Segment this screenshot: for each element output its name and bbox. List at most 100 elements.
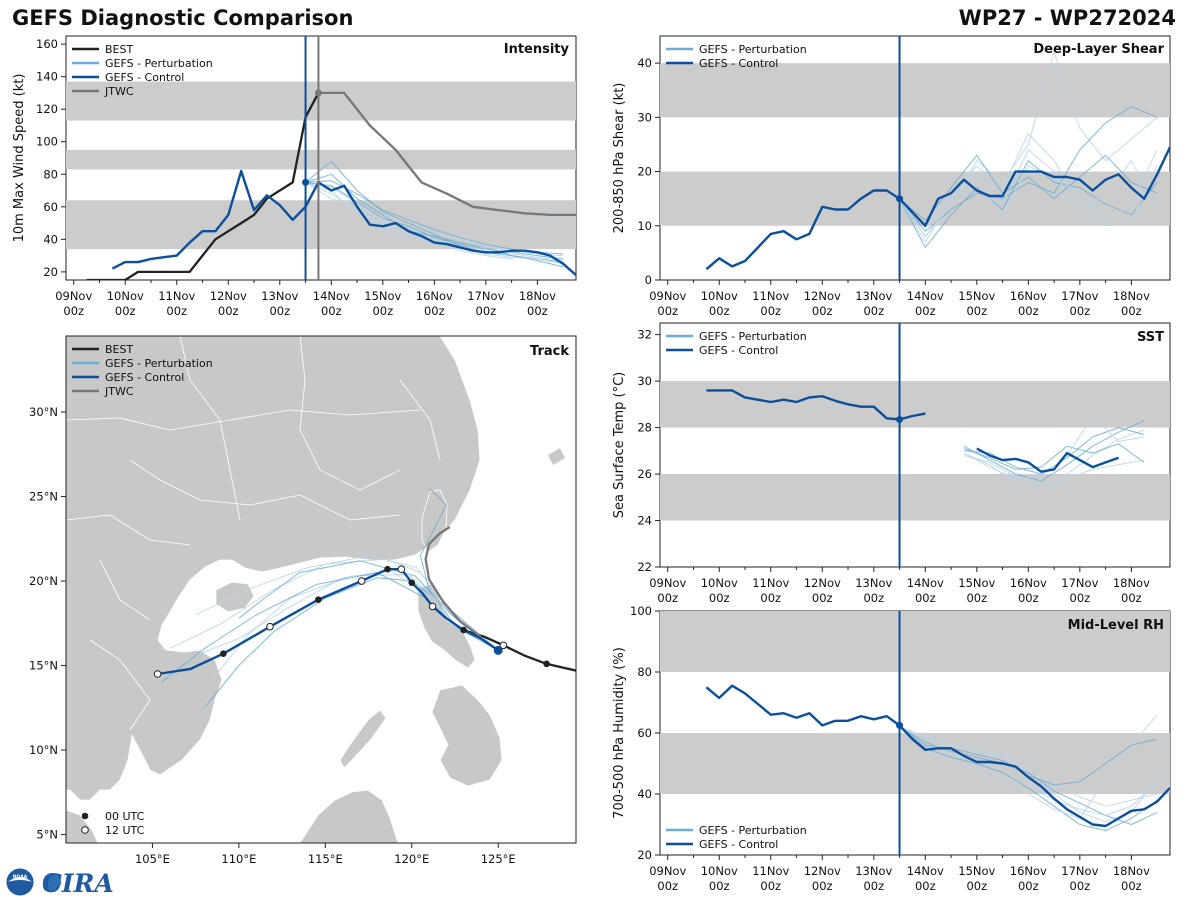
rh-xtick-label: 17Nov xyxy=(1061,864,1098,878)
track-marker-12utc xyxy=(357,577,366,585)
track-legend-label: 00 UTC xyxy=(105,810,145,823)
track-marker-00utc xyxy=(408,579,416,587)
track-current-position xyxy=(493,645,503,655)
intensity-xtick-label: 10Nov xyxy=(107,289,144,303)
chart-marks: 09Nov00z10Nov00z11Nov00z12Nov00z13Nov00z… xyxy=(29,36,1170,893)
land-taiwan xyxy=(421,489,448,553)
shear-xtick-label: 00z xyxy=(812,304,833,318)
rh-plot-area xyxy=(660,611,1170,855)
rh-xtick-label: 00z xyxy=(1070,879,1091,893)
rh-xtick-label: 14Nov xyxy=(907,864,944,878)
rh-xtick-label: 00z xyxy=(1018,879,1039,893)
intensity-control-initial-point xyxy=(302,178,310,186)
shear-ytick-label: 30 xyxy=(637,110,652,124)
sst-xtick-label: 00z xyxy=(966,591,987,605)
rh-xtick-label: 00z xyxy=(1121,879,1142,893)
sst-plot-area xyxy=(660,323,1170,567)
cira-logo: NOAA CIRA xyxy=(5,867,114,898)
track-ytick-label: 20°N xyxy=(29,574,58,588)
shear-xtick-label: 15Nov xyxy=(958,289,995,303)
intensity-jtwc-initial-point xyxy=(314,89,322,97)
shear-xtick-label: 00z xyxy=(966,304,987,318)
sst-ytick-label: 30 xyxy=(637,374,652,388)
intensity-shade-band xyxy=(66,81,576,121)
land-visayas-mindanao xyxy=(431,684,503,787)
sst-xtick-label: 16Nov xyxy=(1010,576,1047,590)
rh-xtick-label: 00z xyxy=(966,879,987,893)
shear-series-gefs-perturbation xyxy=(899,160,1158,248)
sst-ytick-label: 26 xyxy=(637,467,652,481)
track-marker-00utc xyxy=(543,660,550,668)
rh-legend-label: GEFS - Control xyxy=(699,838,778,851)
sst-ytick-label: 22 xyxy=(637,560,652,574)
rh-xtick-label: 00z xyxy=(863,879,884,893)
shear-xtick-label: 00z xyxy=(915,304,936,318)
shear-xtick-label: 11Nov xyxy=(752,289,789,303)
sst-series-gefs-perturbation xyxy=(963,455,1145,487)
shear-control-initial-point xyxy=(896,195,904,203)
track-ytick-label: 15°N xyxy=(29,659,58,673)
track-xtick-label: 115°E xyxy=(308,852,343,866)
sst-series-gefs-perturbation xyxy=(963,427,1145,475)
shear-xtick-label: 16Nov xyxy=(1010,289,1047,303)
sst-legend-label: GEFS - Control xyxy=(699,344,778,357)
intensity-xtick-label: 09Nov xyxy=(55,289,92,303)
sst-xtick-label: 00z xyxy=(915,591,936,605)
rh-xtick-label: 00z xyxy=(812,879,833,893)
shear-ylabel: 200-850 hPa Shear (kt) xyxy=(612,83,627,234)
shear-xtick-label: 17Nov xyxy=(1061,289,1098,303)
rh-xtick-label: 00z xyxy=(915,879,936,893)
intensity-legend-label: GEFS - Control xyxy=(105,71,184,84)
sst-ytick-label: 24 xyxy=(637,514,652,528)
rh-xtick-label: 00z xyxy=(657,879,678,893)
intensity-series-gefs-perturbation xyxy=(305,181,564,265)
track-marker-12utc xyxy=(153,670,162,678)
track-axes-frame xyxy=(65,335,577,844)
track-xtick-label: 120°E xyxy=(394,852,429,866)
cira-globe-icon xyxy=(43,873,61,891)
intensity-xtick-label: 16Nov xyxy=(416,289,453,303)
intensity-ytick-label: 60 xyxy=(43,200,58,214)
rh-ylabel: 700-500 hPa Humidity (%) xyxy=(612,647,627,819)
shear-xtick-label: 14Nov xyxy=(907,289,944,303)
intensity-xtick-label: 00z xyxy=(63,304,84,318)
intensity-legend-label: BEST xyxy=(105,43,133,56)
shear-series-gefs-perturbation xyxy=(899,106,1158,232)
intensity-ytick-label: 20 xyxy=(43,265,58,279)
track-legend-label: BEST xyxy=(105,343,133,356)
track-marker-12utc xyxy=(428,602,437,611)
sst-xtick-label: 09Nov xyxy=(649,576,686,590)
rh-xtick-label: 15Nov xyxy=(958,864,995,878)
rh-ytick-label: 40 xyxy=(637,787,652,801)
sst-xtick-label: 00z xyxy=(709,591,730,605)
intensity-xtick-label: 00z xyxy=(527,304,548,318)
rh-control-initial-point xyxy=(896,721,904,729)
track-xtick-label: 125°E xyxy=(481,852,516,866)
rh-ytick-label: 100 xyxy=(630,604,652,618)
rh-series-gefs-perturbation xyxy=(899,714,1158,819)
shear-ytick-label: 20 xyxy=(637,165,652,179)
sst-panel-title: SST xyxy=(1137,330,1164,345)
land-hainan xyxy=(215,581,255,613)
rh-xtick-label: 12Nov xyxy=(804,864,841,878)
axes-frames xyxy=(65,35,1171,856)
shear-xtick-label: 18Nov xyxy=(1113,289,1150,303)
track-xtick-label: 110°E xyxy=(221,852,256,866)
sst-xtick-label: 00z xyxy=(1121,591,1142,605)
sst-shade-band xyxy=(660,381,1170,428)
track-map-land xyxy=(66,336,576,843)
intensity-shade-band xyxy=(66,200,576,250)
intensity-legend-label: JTWC xyxy=(104,85,134,98)
track-marker-00utc xyxy=(315,596,322,603)
rh-series-gefs-perturbation xyxy=(899,726,1158,807)
intensity-xtick-label: 00z xyxy=(321,304,342,318)
track-series-gefs-perturbation xyxy=(212,573,499,680)
shear-xtick-label: 00z xyxy=(760,304,781,318)
sst-xtick-label: 17Nov xyxy=(1061,576,1098,590)
intensity-series-best xyxy=(86,92,320,280)
shear-xtick-label: 00z xyxy=(863,304,884,318)
intensity-xtick-label: 14Nov xyxy=(313,289,350,303)
intensity-xtick-label: 17Nov xyxy=(467,289,504,303)
intensity-series-gefs-perturbation xyxy=(305,160,564,268)
